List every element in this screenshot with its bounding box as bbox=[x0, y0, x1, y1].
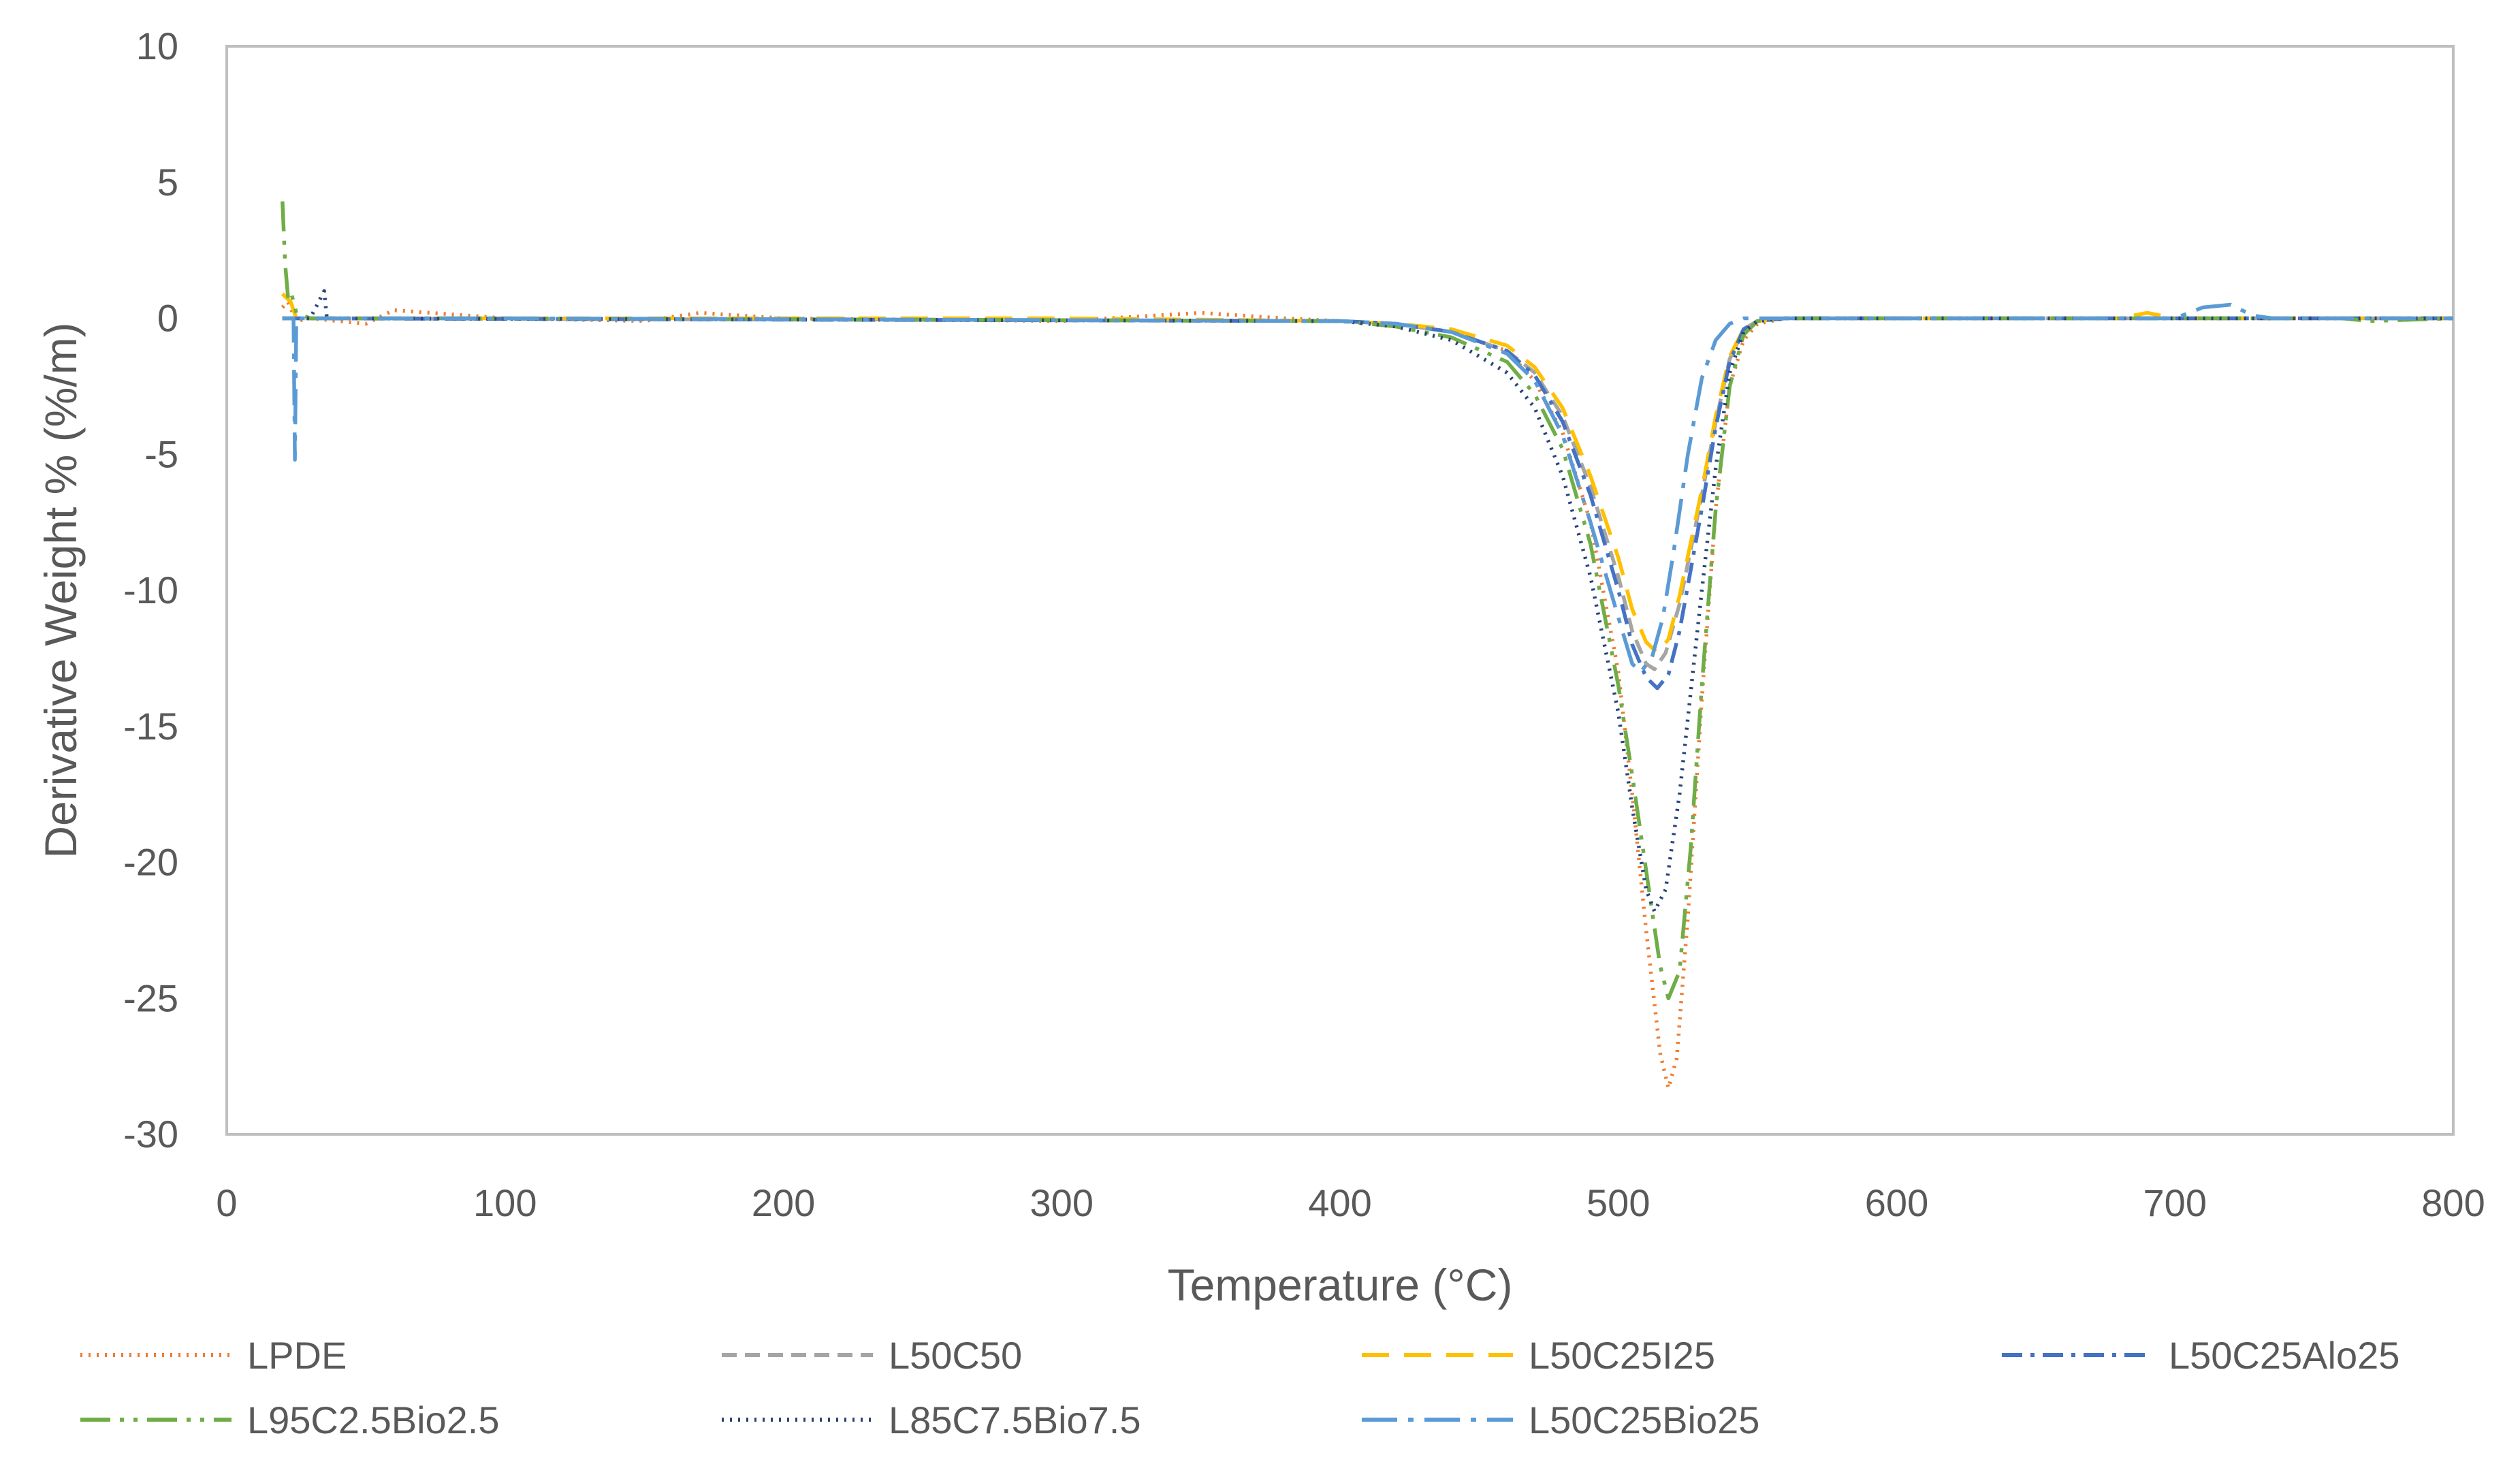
plot-area-frame bbox=[225, 45, 2455, 1136]
legend-label: LPDE bbox=[247, 1334, 347, 1377]
legend-label: L50C25Alo25 bbox=[2169, 1334, 2399, 1377]
legend-label: L85C7.5Bio7.5 bbox=[889, 1399, 1141, 1441]
legend-label: L50C50 bbox=[889, 1334, 1022, 1377]
y-axis-title: Derivative Weight % (%/m) bbox=[35, 322, 86, 858]
legend-label: L50C25Bio25 bbox=[1529, 1399, 1759, 1441]
x-tick-label: 300 bbox=[1030, 1181, 1094, 1224]
series-line bbox=[282, 316, 2453, 671]
x-tick-label: 800 bbox=[2421, 1181, 2485, 1224]
x-axis-title: Temperature (°C) bbox=[1168, 1260, 1513, 1310]
x-tick-label: 100 bbox=[473, 1181, 537, 1224]
legend-label: L95C2.5Bio2.5 bbox=[247, 1399, 500, 1441]
y-tick-label: 0 bbox=[157, 297, 178, 340]
y-tick-label: -20 bbox=[123, 841, 178, 884]
y-tick-label: -25 bbox=[123, 976, 178, 1019]
series-line bbox=[282, 289, 2453, 914]
x-tick-labels: 0 100 200 300 400 500 600 700 800 bbox=[216, 1181, 2485, 1224]
x-tick-label: 0 bbox=[216, 1181, 237, 1224]
series-line bbox=[281, 292, 2453, 655]
y-tick-labels: 10 5 0 -5 -10 -15 -20 -25 -30 bbox=[123, 25, 178, 1155]
x-tick-label: 200 bbox=[752, 1181, 815, 1224]
legend: LPDE L50C50 L50C25I25 L50C25Alo25 L95C2.5Bio… bbox=[80, 1334, 2399, 1441]
x-tick-label: 600 bbox=[1865, 1181, 1928, 1224]
series-line bbox=[282, 302, 2453, 674]
series-line bbox=[282, 316, 2453, 690]
series-line bbox=[281, 300, 2453, 1090]
y-tick-label: -10 bbox=[123, 569, 178, 611]
y-tick-label: 10 bbox=[136, 25, 178, 67]
y-tick-label: -15 bbox=[123, 705, 178, 748]
series-lines bbox=[281, 201, 2454, 1090]
legend-label: L50C25I25 bbox=[1529, 1334, 1715, 1377]
x-tick-label: 400 bbox=[1308, 1181, 1371, 1224]
y-tick-label: -30 bbox=[123, 1113, 178, 1155]
y-tick-label: 5 bbox=[157, 161, 178, 204]
y-tick-label: -5 bbox=[144, 432, 178, 475]
x-tick-label: 500 bbox=[1586, 1181, 1650, 1224]
x-tick-label: 700 bbox=[2143, 1181, 2207, 1224]
